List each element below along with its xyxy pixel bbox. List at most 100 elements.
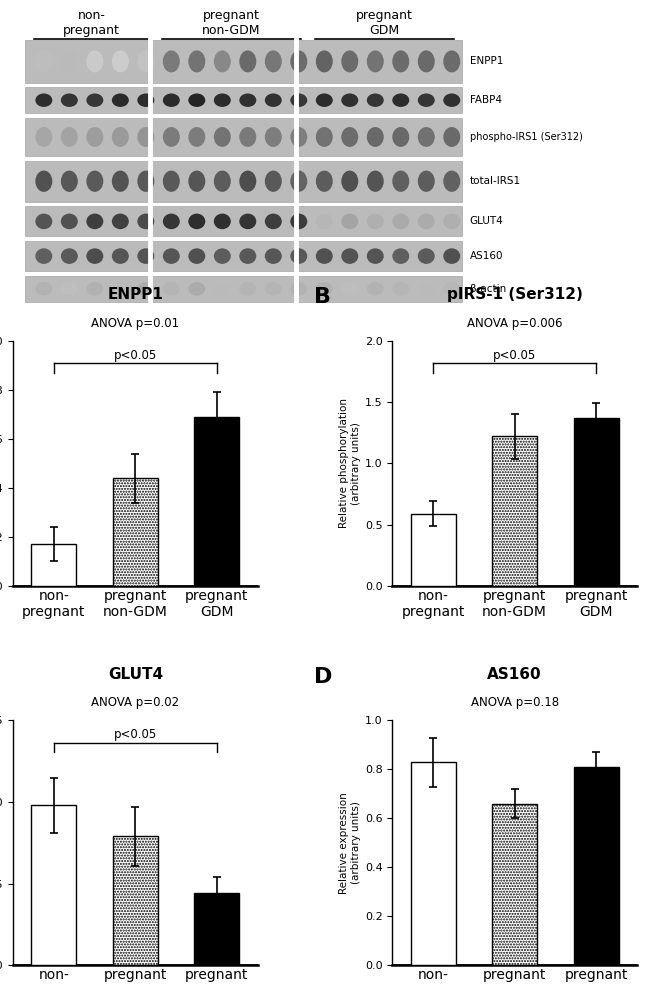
Ellipse shape — [341, 50, 358, 73]
Ellipse shape — [188, 50, 205, 73]
Ellipse shape — [35, 50, 53, 73]
Ellipse shape — [214, 94, 231, 107]
Ellipse shape — [265, 94, 282, 107]
Ellipse shape — [163, 170, 180, 192]
Ellipse shape — [443, 170, 460, 192]
Ellipse shape — [112, 282, 129, 296]
Ellipse shape — [265, 214, 282, 230]
Ellipse shape — [61, 127, 78, 147]
Ellipse shape — [239, 94, 256, 107]
Ellipse shape — [239, 248, 256, 264]
Ellipse shape — [341, 282, 358, 296]
Ellipse shape — [35, 214, 53, 230]
Ellipse shape — [86, 214, 103, 230]
Bar — [113, 836, 158, 965]
Bar — [194, 893, 239, 965]
Bar — [492, 436, 537, 586]
Ellipse shape — [443, 248, 460, 264]
Bar — [411, 762, 456, 965]
Bar — [25, 118, 462, 156]
Ellipse shape — [137, 94, 154, 107]
Bar — [25, 88, 462, 113]
Ellipse shape — [239, 282, 256, 296]
Ellipse shape — [86, 282, 103, 296]
Ellipse shape — [112, 170, 129, 192]
Ellipse shape — [443, 94, 460, 107]
Ellipse shape — [188, 94, 205, 107]
Ellipse shape — [265, 282, 282, 296]
Ellipse shape — [112, 214, 129, 230]
Ellipse shape — [214, 127, 231, 147]
Ellipse shape — [35, 170, 53, 192]
Ellipse shape — [188, 127, 205, 147]
Text: non-
pregnant: non- pregnant — [63, 9, 120, 37]
Text: B: B — [314, 288, 331, 307]
Ellipse shape — [418, 94, 435, 107]
Text: pregnant
GDM: pregnant GDM — [356, 9, 413, 37]
Ellipse shape — [163, 282, 180, 296]
Ellipse shape — [341, 127, 358, 147]
Ellipse shape — [163, 127, 180, 147]
Ellipse shape — [316, 214, 333, 230]
Bar — [574, 419, 619, 586]
Bar — [25, 161, 462, 202]
Ellipse shape — [367, 248, 384, 264]
Text: AS160: AS160 — [470, 251, 503, 261]
Bar — [411, 513, 456, 586]
Text: p<0.05: p<0.05 — [114, 349, 157, 361]
Ellipse shape — [35, 248, 53, 264]
Ellipse shape — [35, 282, 53, 296]
Bar — [25, 276, 462, 301]
Text: pIRS-1 (Ser312): pIRS-1 (Ser312) — [447, 288, 582, 302]
Ellipse shape — [341, 248, 358, 264]
Text: GLUT4: GLUT4 — [108, 667, 163, 682]
Ellipse shape — [316, 127, 333, 147]
Ellipse shape — [239, 127, 256, 147]
Ellipse shape — [86, 127, 103, 147]
Ellipse shape — [265, 50, 282, 73]
Ellipse shape — [112, 50, 129, 73]
Ellipse shape — [316, 170, 333, 192]
Ellipse shape — [61, 282, 78, 296]
Ellipse shape — [61, 170, 78, 192]
Ellipse shape — [137, 127, 154, 147]
Ellipse shape — [112, 127, 129, 147]
Ellipse shape — [316, 94, 333, 107]
Ellipse shape — [291, 94, 307, 107]
Ellipse shape — [137, 282, 154, 296]
Text: AS160: AS160 — [488, 667, 542, 682]
Text: ANOVA p=0.01: ANOVA p=0.01 — [91, 316, 179, 330]
Ellipse shape — [418, 282, 435, 296]
Bar — [31, 806, 76, 965]
Bar — [25, 241, 462, 271]
Ellipse shape — [163, 214, 180, 230]
Ellipse shape — [341, 170, 358, 192]
Ellipse shape — [188, 170, 205, 192]
Ellipse shape — [86, 170, 103, 192]
Ellipse shape — [291, 248, 307, 264]
Text: GLUT4: GLUT4 — [470, 217, 504, 227]
Text: ENPP1: ENPP1 — [107, 288, 163, 302]
Text: FABP4: FABP4 — [470, 96, 502, 105]
Text: pregnant
non-GDM: pregnant non-GDM — [202, 9, 261, 37]
Text: total-IRS1: total-IRS1 — [470, 176, 521, 186]
Ellipse shape — [188, 248, 205, 264]
Ellipse shape — [214, 248, 231, 264]
Ellipse shape — [137, 170, 154, 192]
Bar — [25, 207, 462, 236]
Ellipse shape — [112, 94, 129, 107]
Bar — [574, 767, 619, 965]
Ellipse shape — [214, 282, 231, 296]
Ellipse shape — [341, 94, 358, 107]
Ellipse shape — [393, 94, 410, 107]
Ellipse shape — [163, 94, 180, 107]
Ellipse shape — [316, 248, 333, 264]
Ellipse shape — [239, 50, 256, 73]
Bar — [31, 545, 76, 586]
Ellipse shape — [35, 94, 53, 107]
Ellipse shape — [188, 282, 205, 296]
Bar — [492, 804, 537, 965]
Ellipse shape — [291, 214, 307, 230]
Text: ANOVA p=0.18: ANOVA p=0.18 — [471, 696, 559, 709]
Text: β-actin: β-actin — [470, 284, 506, 294]
